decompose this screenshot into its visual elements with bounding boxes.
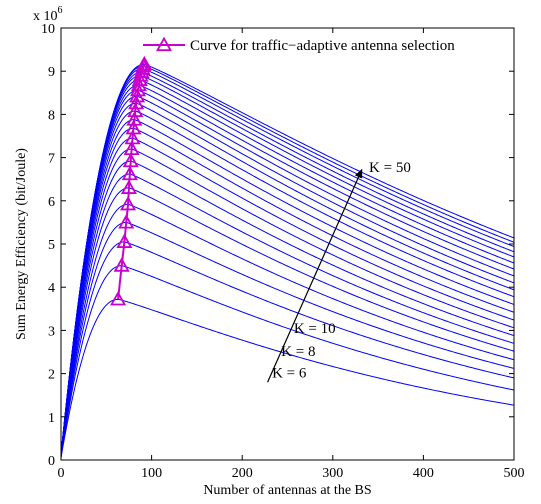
efficiency-curve-k26: [60, 127, 515, 457]
y-tick-label: 1: [48, 411, 55, 426]
curve-annotation: K = 10: [294, 321, 336, 337]
x-tick-label: 100: [141, 466, 162, 481]
selection-marker: [110, 290, 127, 306]
x-tick-label: 0: [58, 466, 65, 481]
y-axis-ticks: 0 1 2 3 4 5 6 7 8 9 10: [41, 22, 514, 469]
y-tick-label: 9: [48, 65, 55, 80]
x-tick-label: 200: [232, 466, 253, 481]
efficiency-curves: [60, 63, 515, 458]
x-tick-label: 500: [504, 466, 525, 481]
selection-marker: [121, 165, 138, 181]
y-tick-label: 7: [48, 152, 55, 167]
y-tick-label: 0: [48, 454, 55, 469]
selection-marker: [124, 129, 141, 145]
selection-marker: [118, 214, 135, 229]
efficiency-curve-k28: [60, 119, 515, 457]
selection-marker: [136, 55, 153, 71]
x-axis-label: Number of antennas at the BS: [203, 483, 371, 498]
legend: Curve for traffic−adaptive antenna selec…: [143, 36, 455, 54]
x-tick-label: 300: [322, 466, 343, 481]
x-axis-ticks: 0 100 200 300 400 500: [58, 28, 525, 481]
legend-triangle-marker: [155, 36, 173, 52]
y-tick-label: 3: [48, 324, 55, 339]
selection-marker: [123, 140, 140, 156]
efficiency-curve-k14: [60, 203, 515, 458]
selection-marker: [127, 102, 144, 118]
selection-marker: [120, 195, 137, 211]
y-axis-label: Sum Energy Efficiency (bit/Joule): [14, 148, 29, 340]
selection-marker: [125, 119, 142, 135]
selection-marker: [126, 111, 143, 126]
selection-markers: [110, 55, 153, 306]
selection-marker: [122, 152, 139, 168]
efficiency-curve-k48: [60, 65, 515, 455]
efficiency-curve-k50: [60, 63, 515, 455]
efficiency-curve-k34: [60, 95, 515, 456]
selection-marker: [131, 71, 148, 86]
x-tick-label: 400: [413, 466, 434, 481]
increasing-k-arrow: [267, 168, 363, 383]
curve-annotation: K = 50: [369, 160, 411, 176]
selection-marker: [128, 94, 145, 110]
efficiency-curve-k42: [60, 75, 515, 456]
y-tick-label: 2: [48, 368, 55, 383]
efficiency-curve-k30: [60, 110, 515, 457]
y-tick-label: 6: [48, 195, 55, 210]
efficiency-curve-k10: [60, 241, 515, 458]
efficiency-curve-k6: [60, 298, 515, 458]
efficiency-curve-k36: [60, 89, 515, 456]
y-tick-label: 8: [48, 108, 55, 123]
efficiency-curve-k8: [60, 265, 515, 458]
y-tick-label: 10: [41, 22, 55, 37]
y-tick-label: 4: [48, 281, 55, 296]
y-tick-label: 5: [48, 238, 55, 253]
curve-annotation: K = 6: [272, 366, 307, 382]
efficiency-curve-k12: [60, 221, 515, 458]
curve-annotation: K = 8: [281, 344, 315, 360]
y-axis-multiplier: x 106: [33, 5, 63, 24]
legend-entry-label: Curve for traffic−adaptive antenna selec…: [190, 38, 455, 54]
curve-annotations: K = 50 K = 10 K = 8 K = 6: [272, 160, 411, 382]
efficiency-curve-k18: [60, 173, 515, 457]
selection-marker: [120, 179, 137, 194]
selection-marker: [116, 233, 133, 248]
efficiency-curve-k46: [60, 68, 515, 456]
efficiency-curve-k16: [60, 187, 515, 457]
selection-marker: [113, 257, 130, 272]
